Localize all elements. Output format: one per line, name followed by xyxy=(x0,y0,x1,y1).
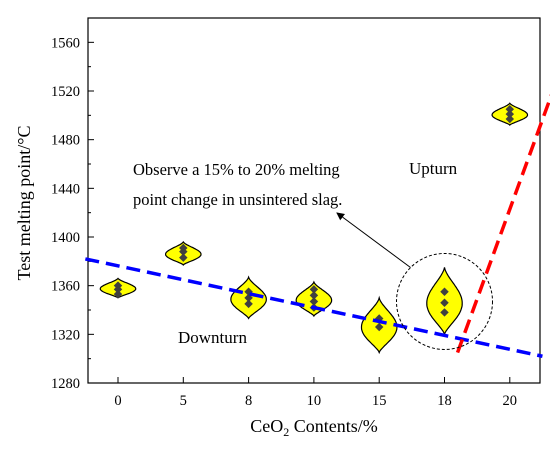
data-point xyxy=(244,299,253,309)
data-point xyxy=(309,297,319,306)
upturn-trend-line xyxy=(455,93,550,354)
data-point xyxy=(179,253,188,262)
x-axis-title-tail: Contents/% xyxy=(289,416,378,436)
downturn-trend-line xyxy=(84,257,543,358)
y-tick-label: 1280 xyxy=(51,376,80,392)
x-axis-ticks: 0 5 8 10 15 18 20 xyxy=(114,377,517,409)
data-point xyxy=(505,109,515,119)
trend-lines xyxy=(84,93,550,358)
data-point xyxy=(113,281,123,290)
data-point xyxy=(505,114,515,124)
y-axis-ticks: 1280 1320 1360 1400 1440 1480 1520 1560 xyxy=(51,35,94,392)
x-axis-title-main: CeO xyxy=(250,416,283,436)
x-tick-label: 20 xyxy=(503,393,518,409)
x-tick-label: 18 xyxy=(437,393,452,409)
annotation-line-2: point change in unsintered slag. xyxy=(133,190,342,209)
y-tick-label: 1440 xyxy=(51,181,80,197)
x-tick-label: 15 xyxy=(372,393,387,409)
y-tick-label: 1560 xyxy=(51,35,80,51)
annotation-arrow xyxy=(336,212,411,268)
data-point xyxy=(113,289,123,299)
upturn-label: Upturn xyxy=(409,159,458,178)
annotation-line-1: Observe a 15% to 20% melting xyxy=(133,160,340,179)
data-point xyxy=(505,105,515,114)
data-point xyxy=(179,243,188,253)
y-tick-label: 1480 xyxy=(51,133,80,149)
data-point xyxy=(309,285,319,294)
violin-groups xyxy=(99,102,529,355)
x-tick-label: 8 xyxy=(245,393,252,409)
data-point xyxy=(440,308,449,317)
data-point xyxy=(440,298,449,307)
y-tick-label: 1520 xyxy=(51,84,80,100)
x-axis-title-subscript: 2 xyxy=(283,425,289,439)
x-tick-label: 5 xyxy=(180,393,187,409)
data-point xyxy=(309,291,319,300)
y-tick-label: 1320 xyxy=(51,327,80,343)
x-axis-title: CeO2 Contents/% xyxy=(250,416,378,439)
x-tick-label: 0 xyxy=(114,393,121,409)
data-point xyxy=(440,287,449,296)
annotation-circle xyxy=(396,252,493,350)
y-axis-title: Test melting point/°C xyxy=(14,126,34,281)
data-point xyxy=(374,322,384,332)
x-tick-label: 10 xyxy=(307,393,322,409)
y-tick-label: 1360 xyxy=(51,279,80,295)
downturn-label: Downturn xyxy=(178,328,247,347)
y-tick-label: 1400 xyxy=(51,230,80,246)
